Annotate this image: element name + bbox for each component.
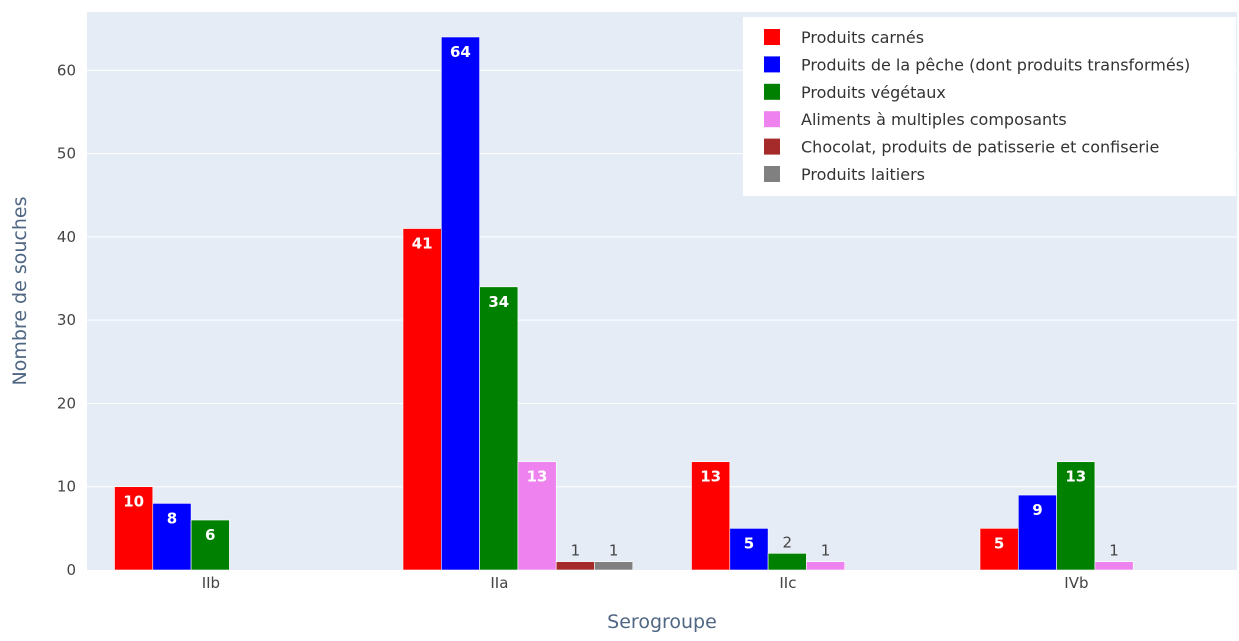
y-axis-title: Nombre de souches: [9, 197, 31, 386]
legend-background: [743, 17, 1236, 196]
bar: [691, 461, 731, 571]
bar: [402, 228, 442, 571]
legend-swatch: [764, 138, 780, 155]
bar: [594, 561, 634, 571]
y-tick-label: 50: [57, 145, 76, 163]
legend: Produits carnés Produits de la pêche (don…: [743, 17, 1236, 196]
y-tick-label: 30: [57, 311, 76, 329]
legend-swatch: [764, 56, 780, 73]
bar-value-label: 1: [609, 542, 619, 560]
y-tick-label: 20: [57, 394, 76, 412]
bar-value-label: 64: [450, 43, 471, 61]
bar: [729, 528, 769, 571]
x-axis-ticks: IIb IIa IIc IVb: [202, 574, 1089, 592]
x-tick-label: IIa: [490, 574, 508, 592]
bar-value-label: 6: [205, 526, 215, 544]
bar: [1056, 461, 1096, 571]
legend-swatch: [764, 29, 780, 45]
bar-value-label: 2: [782, 533, 792, 551]
bar: [555, 561, 595, 571]
bars: 10 41 13 5 8 64 5 9 6 34 2 13 13 1 1 1 1: [114, 36, 1134, 571]
y-axis-ticks: 0 10 20 30 40 50 60: [57, 61, 76, 579]
legend-swatch: [764, 83, 780, 100]
bar-value-label: 13: [527, 468, 548, 486]
bar: [806, 561, 846, 571]
bar-value-label: 8: [167, 509, 177, 527]
x-tick-label: IIc: [779, 574, 796, 592]
bar-value-label: 1: [1109, 542, 1119, 560]
x-axis-title: Serogroupe: [607, 611, 717, 633]
bar: [517, 461, 557, 571]
y-tick-label: 60: [57, 61, 76, 79]
legend-label: Aliments à multiples composants: [801, 110, 1067, 129]
bar: [479, 286, 519, 571]
bar-value-label: 13: [1065, 468, 1086, 486]
bar-value-label: 41: [412, 235, 433, 253]
legend-swatch: [764, 111, 780, 128]
legend-label: Produits carnés: [801, 28, 924, 47]
y-tick-label: 40: [57, 228, 76, 246]
bar-value-label: 13: [700, 468, 721, 486]
legend-label: Chocolat, produits de patisserie et conf…: [801, 138, 1159, 157]
bar-value-label: 9: [1032, 501, 1042, 519]
bar-value-label: 5: [744, 534, 754, 552]
bar: [1094, 561, 1134, 571]
bar: [440, 36, 480, 571]
y-tick-label: 10: [57, 478, 76, 496]
bar: [767, 553, 807, 571]
bar-value-label: 10: [123, 493, 144, 511]
x-tick-label: IVb: [1064, 574, 1088, 592]
bar-value-label: 1: [571, 542, 581, 560]
bar-value-label: 1: [821, 542, 831, 560]
legend-label: Produits de la pêche (dont produits tran…: [801, 55, 1190, 74]
legend-label: Produits végétaux: [801, 83, 946, 102]
legend-swatch: [764, 166, 780, 182]
bar-value-label: 5: [994, 534, 1004, 552]
y-tick-label: 0: [66, 561, 76, 579]
bar: [152, 503, 192, 571]
legend-label: Produits laitiers: [801, 165, 925, 184]
bar-value-label: 34: [488, 293, 509, 311]
bar: [190, 519, 230, 571]
x-tick-label: IIb: [202, 574, 220, 592]
